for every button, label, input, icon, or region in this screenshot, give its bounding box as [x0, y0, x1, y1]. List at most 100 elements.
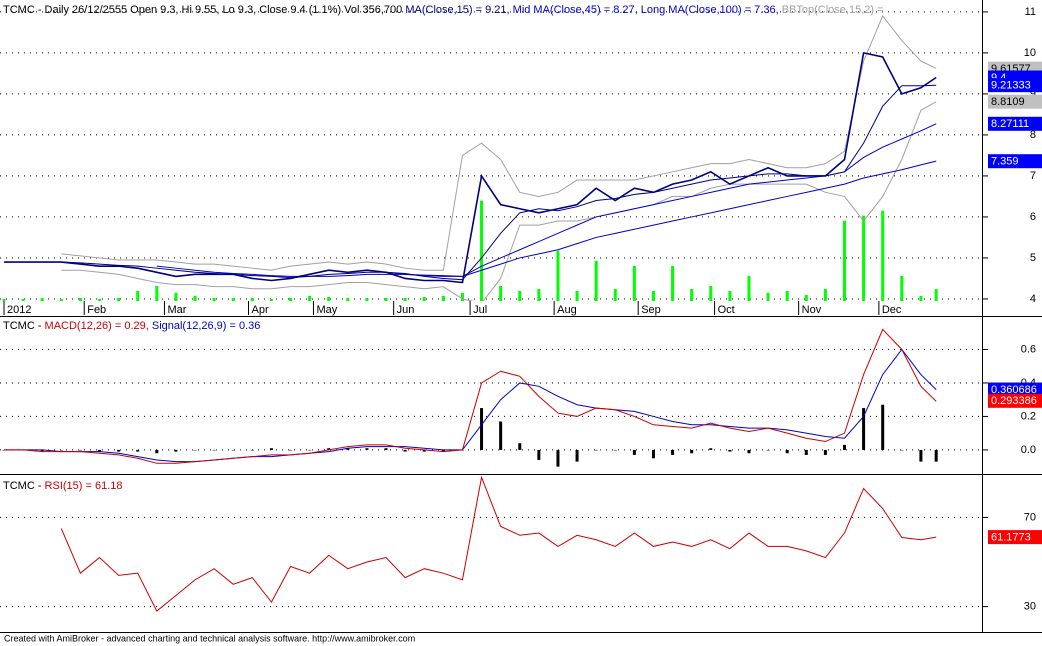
bar [499, 285, 503, 301]
bar [308, 295, 312, 301]
bar [403, 449, 407, 452]
bar [556, 250, 560, 301]
x-tick-label: Jun [397, 304, 415, 316]
x-tick-label: 2012 [7, 304, 31, 316]
x-tick-label: Apr [252, 304, 269, 316]
series-line [385, 160, 937, 277]
y-tick-label: 10 [1024, 47, 1036, 59]
bar [651, 290, 655, 301]
value-marker-label: 7.359 [991, 156, 1019, 168]
value-marker-label: 0.293386 [991, 395, 1037, 407]
bar [346, 297, 350, 301]
y-tick-label: 70 [1024, 511, 1036, 523]
value-marker [988, 78, 1042, 93]
bar [289, 297, 293, 301]
value-marker-label: 0.360686 [991, 384, 1037, 396]
header-segment: TCMC - Daily 26/12/2555 Open 9.3, Hi 9.5… [3, 4, 405, 16]
bar [934, 289, 938, 301]
bar [480, 408, 484, 450]
bar [919, 449, 923, 462]
x-tick-label: May [316, 304, 337, 316]
bar [308, 449, 312, 451]
bar [690, 449, 694, 454]
bar [690, 288, 694, 301]
bar [613, 449, 617, 451]
bar [537, 288, 541, 301]
bar [747, 275, 751, 301]
bar [136, 290, 140, 301]
footer: Created with AmiBroker - advanced charti… [4, 633, 415, 643]
bar [78, 449, 82, 451]
bar [518, 443, 522, 450]
series-line [4, 51, 937, 284]
bar [289, 449, 293, 451]
bar [804, 294, 808, 301]
y-tick-label: 6 [1030, 211, 1036, 223]
value-marker [988, 393, 1042, 408]
bar [934, 449, 938, 462]
bar [117, 449, 121, 452]
series-line [4, 348, 937, 463]
bar [480, 200, 484, 301]
bar [671, 265, 675, 301]
bar [59, 298, 63, 301]
bar [785, 449, 789, 454]
bar [98, 298, 102, 301]
bar [40, 449, 44, 452]
header-segment: MACD(12,26) = 0.29, [45, 320, 152, 332]
header-segment: BBTop(Close,15,2) = [782, 4, 884, 16]
bar [499, 421, 503, 450]
value-marker-label: 8.8109 [991, 96, 1025, 108]
x-tick-label: Feb [87, 304, 106, 316]
bar [651, 449, 655, 459]
bar [117, 297, 121, 301]
bar [766, 449, 770, 451]
y-tick-label: 0.0 [1021, 444, 1036, 456]
pane-header: TCMC - MACD(12,26) = 0.29, Signal(12,26,… [3, 320, 260, 332]
bar [785, 290, 789, 301]
bar [422, 296, 426, 301]
bar [40, 297, 44, 301]
y-tick-label: 9 [1030, 88, 1036, 100]
y-tick-label: 0.2 [1021, 410, 1036, 422]
y-tick-label: 4 [1030, 293, 1036, 305]
bar [594, 260, 598, 301]
bar [556, 449, 560, 467]
value-marker-label: 8.27111 [991, 118, 1029, 130]
pane-header: TCMC - RSI(15) = 61.18 [3, 480, 123, 492]
bar [365, 297, 369, 301]
bar [632, 449, 636, 455]
bar [136, 449, 140, 452]
bar [21, 298, 25, 301]
bar [231, 297, 235, 301]
bar [384, 297, 388, 301]
bar [365, 448, 369, 450]
bar [59, 449, 63, 451]
bar [709, 448, 713, 450]
bar [881, 210, 885, 301]
bar [212, 449, 216, 451]
y-tick-label: 7 [1030, 170, 1036, 182]
x-tick-label: Sep [641, 304, 661, 316]
bar [441, 449, 445, 452]
header-segment: TCMC - [3, 320, 45, 332]
bar [747, 449, 751, 454]
bar [862, 408, 866, 450]
series-line [156, 123, 937, 277]
bar [900, 449, 904, 451]
bar [900, 275, 904, 301]
header-segment: RSI(15) = 61.18 [45, 480, 123, 492]
bar [78, 297, 82, 301]
bar [327, 448, 331, 450]
bar [250, 297, 254, 301]
bar [384, 448, 388, 450]
value-marker-label: 9.21333 [991, 80, 1031, 92]
plot-area [2, 328, 938, 467]
bar [823, 288, 827, 301]
header-segment: MA(Close,15) = 9.21, [405, 4, 512, 16]
bar [327, 296, 331, 301]
bar [269, 298, 273, 301]
bar [728, 290, 732, 301]
